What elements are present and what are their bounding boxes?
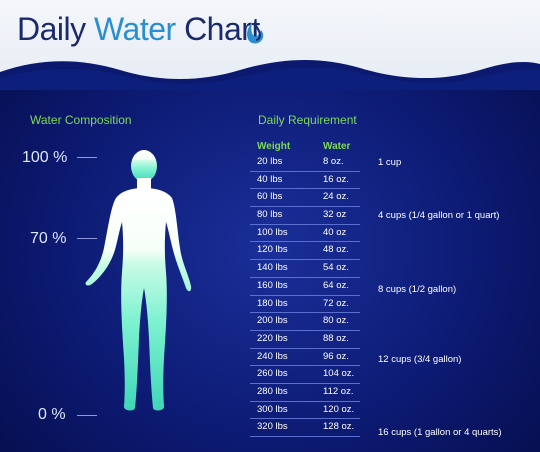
table-row: 240 lbs 96 oz. — [250, 349, 360, 367]
page-title: Daily Water Chart — [17, 11, 260, 47]
table-row: 220 lbs 88 oz. — [250, 331, 360, 349]
note-1-cup: 1 cup — [378, 157, 402, 168]
table-row: 20 lbs 8 oz. — [250, 154, 360, 172]
table-row: 80 lbs 32 oz — [250, 207, 360, 225]
table-row: 100 lbs 40 oz — [250, 225, 360, 243]
tick-100 — [77, 157, 97, 158]
table-row: 320 lbs 128 oz. — [250, 419, 360, 437]
note-4-cups: 4 cups (1/4 gallon or 1 quart) — [378, 210, 500, 221]
table-row: 260 lbs 104 oz. — [250, 366, 360, 384]
table-row: 120 lbs 48 oz. — [250, 242, 360, 261]
header: Daily Water Chart — [0, 0, 540, 90]
col-header-weight: Weight — [257, 141, 291, 152]
composition-heading: Water Composition — [30, 113, 132, 127]
col-header-water: Water — [323, 141, 351, 152]
table-row: 40 lbs 16 oz. — [250, 172, 360, 190]
label-70-percent: 70 % — [30, 230, 67, 247]
label-100-percent: 100 % — [22, 149, 68, 166]
table-row: 140 lbs 54 oz. — [250, 260, 360, 278]
human-figure — [85, 150, 192, 411]
requirement-heading: Daily Requirement — [258, 113, 357, 127]
note-12-cups: 12 cups (3/4 gallon) — [378, 354, 462, 365]
tick-70 — [77, 238, 97, 239]
tick-0 — [77, 415, 97, 416]
note-16-cups: 16 cups (1 gallon or 4 quarts) — [378, 427, 502, 438]
table-row: 160 lbs 64 oz. — [250, 278, 360, 296]
requirement-table: 20 lbs 8 oz. 40 lbs 16 oz. 60 lbs 24 oz. 80… — [250, 154, 360, 437]
table-row: 280 lbs 112 oz. — [250, 384, 360, 402]
table-row: 300 lbs 120 oz. — [250, 402, 360, 420]
label-0-percent: 0 % — [38, 406, 66, 423]
water-drop-icon — [247, 22, 264, 44]
table-row: 60 lbs 24 oz. — [250, 189, 360, 208]
note-8-cups: 8 cups (1/2 gallon) — [378, 284, 457, 295]
wave-divider — [0, 60, 540, 90]
table-row: 200 lbs 80 oz. — [250, 313, 360, 331]
table-row: 180 lbs 72 oz. — [250, 296, 360, 314]
